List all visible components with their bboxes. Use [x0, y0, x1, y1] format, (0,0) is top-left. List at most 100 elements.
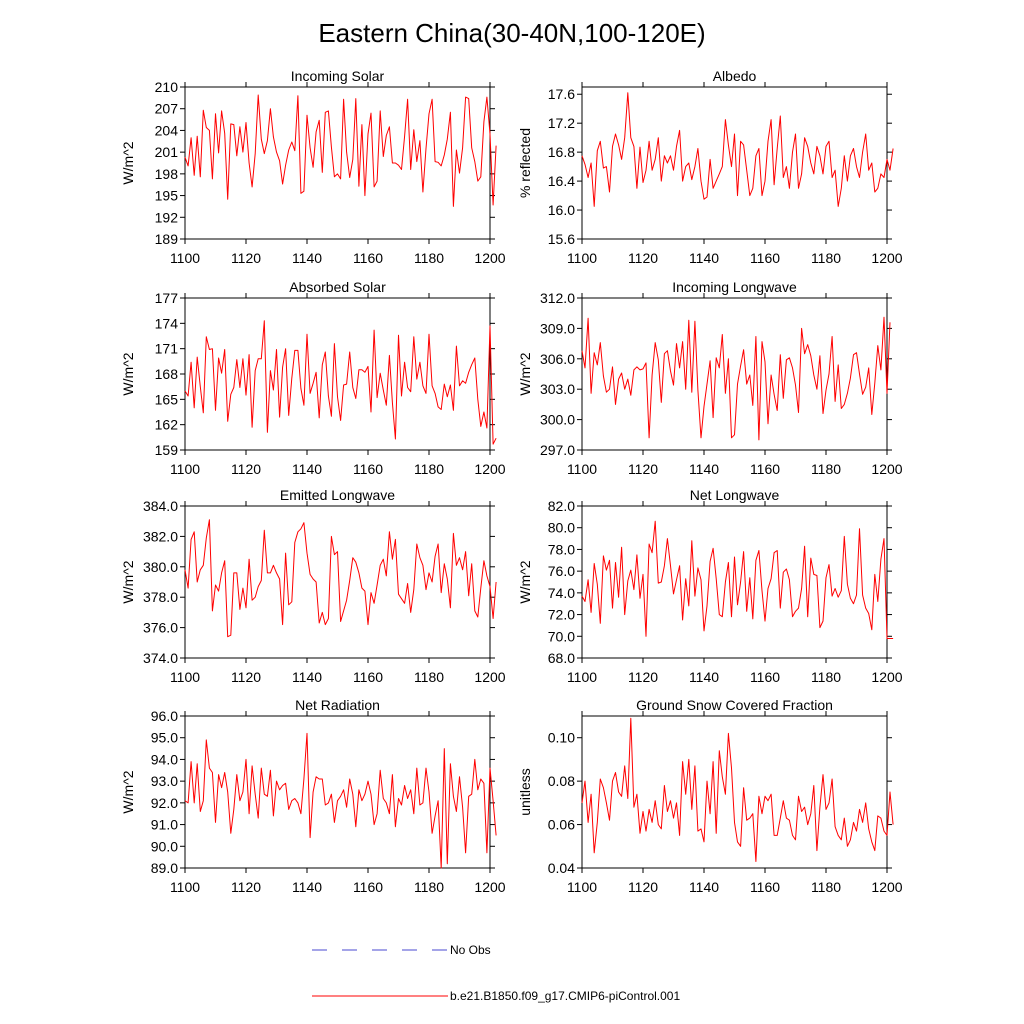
y-tick-label: 306.0 — [540, 351, 575, 367]
x-tick-label: 1100 — [567, 250, 597, 266]
x-tick-label: 1140 — [292, 879, 322, 895]
x-tick-label: 1100 — [170, 461, 200, 477]
x-tick-label: 1200 — [871, 879, 902, 895]
panel-title: Emitted Longwave — [280, 487, 395, 503]
x-tick-label: 1120 — [231, 250, 261, 266]
y-tick-label: 78.0 — [548, 541, 575, 557]
figure-title: Eastern China(30-40N,100-120E) — [318, 18, 705, 48]
y-tick-label: 94.0 — [151, 751, 178, 767]
y-axis-label: W/m^2 — [120, 352, 136, 395]
panel-title: Net Radiation — [295, 697, 380, 713]
x-tick-label: 1100 — [567, 461, 597, 477]
x-tick-label: 1180 — [414, 250, 444, 266]
series-line — [581, 520, 894, 639]
y-axis-label: % reflected — [517, 128, 533, 198]
y-tick-label: 195 — [155, 188, 179, 204]
series-line — [581, 92, 894, 207]
x-tick-label: 1140 — [292, 669, 322, 685]
x-tick-label: 1120 — [628, 669, 658, 685]
y-tick-label: 378.0 — [143, 589, 178, 605]
x-tick-label: 1200 — [871, 669, 902, 685]
x-tick-label: 1140 — [689, 461, 719, 477]
x-tick-label: 1120 — [628, 461, 658, 477]
y-tick-label: 91.0 — [151, 817, 178, 833]
plot-frame — [581, 297, 888, 451]
x-tick-label: 1160 — [353, 669, 383, 685]
panel-title: Ground Snow Covered Fraction — [636, 697, 833, 713]
y-axis-label: W/m^2 — [517, 352, 533, 395]
y-tick-label: 95.0 — [151, 730, 178, 746]
x-tick-label: 1140 — [292, 461, 322, 477]
x-tick-label: 1160 — [353, 461, 383, 477]
series-line — [581, 717, 894, 862]
y-tick-label: 177 — [155, 290, 179, 306]
y-tick-label: 89.0 — [151, 860, 178, 876]
x-tick-label: 1160 — [750, 250, 780, 266]
y-tick-label: 312.0 — [540, 290, 575, 306]
y-axis-label: W/m^2 — [120, 560, 136, 603]
panel-net-longwave: Net Longwave 1100 1120 1140 1160 1180 1200 68.0… — [517, 487, 903, 685]
x-tick-label: 1160 — [353, 250, 383, 266]
y-tick-label: 171 — [155, 341, 179, 357]
y-tick-label: 16.8 — [548, 144, 575, 160]
y-tick-label: 210 — [155, 79, 179, 95]
y-tick-label: 382.0 — [143, 528, 178, 544]
y-tick-label: 204 — [155, 122, 179, 138]
y-tick-label: 17.6 — [548, 86, 575, 102]
plot-frame — [581, 86, 888, 240]
y-tick-label: 90.0 — [151, 838, 178, 854]
x-tick-label: 1100 — [170, 250, 200, 266]
x-tick-label: 1200 — [474, 461, 505, 477]
y-tick-label: 72.0 — [548, 607, 575, 623]
y-tick-label: 162 — [155, 417, 179, 433]
x-tick-label: 1100 — [567, 879, 597, 895]
y-tick-label: 0.10 — [548, 730, 575, 746]
y-tick-label: 82.0 — [548, 498, 575, 514]
y-tick-label: 96.0 — [151, 708, 178, 724]
plot-frame — [184, 86, 491, 240]
y-tick-label: 198 — [155, 166, 179, 182]
panel-albedo: Albedo 1100 1120 1140 1160 1180 1200 15.6 16.0 16… — [517, 68, 903, 266]
y-tick-label: 0.04 — [548, 860, 575, 876]
panel-net-radiation: Net Radiation 1100 1120 1140 1160 1180 1200 89.… — [120, 697, 506, 895]
plot-frame — [581, 715, 888, 869]
y-tick-label: 159 — [155, 442, 179, 458]
plot-frame — [581, 505, 888, 659]
y-tick-label: 92.0 — [151, 795, 178, 811]
panel-title: Absorbed Solar — [289, 279, 386, 295]
x-tick-label: 1200 — [871, 250, 902, 266]
x-tick-label: 1200 — [474, 250, 505, 266]
y-tick-label: 68.0 — [548, 650, 575, 666]
y-tick-label: 15.6 — [548, 231, 575, 247]
x-tick-label: 1100 — [170, 879, 200, 895]
y-tick-label: 80.0 — [548, 520, 575, 536]
panel-absorbed-solar: Absorbed Solar 1100 1120 1140 1160 1180 1200 15… — [120, 279, 506, 477]
x-tick-label: 1140 — [689, 250, 719, 266]
y-tick-label: 165 — [155, 391, 179, 407]
y-tick-label: 76.0 — [548, 563, 575, 579]
y-tick-label: 0.06 — [548, 817, 575, 833]
y-tick-label: 0.08 — [548, 773, 575, 789]
x-tick-label: 1120 — [231, 669, 261, 685]
panel-incoming-solar: Incoming Solar 1100 1120 1140 1160 1180 1200 18… — [120, 68, 506, 266]
x-tick-label: 1180 — [414, 461, 444, 477]
y-axis-label: unitless — [517, 768, 533, 815]
y-tick-label: 300.0 — [540, 412, 575, 428]
x-tick-label: 1180 — [414, 669, 444, 685]
y-tick-label: 309.0 — [540, 320, 575, 336]
legend: No Obs b.e21.B1850.f09_g17.CMIP6-piContr… — [312, 943, 680, 1003]
x-tick-label: 1200 — [474, 669, 505, 685]
x-tick-label: 1200 — [871, 461, 902, 477]
x-tick-label: 1120 — [231, 879, 261, 895]
x-tick-label: 1100 — [567, 669, 597, 685]
y-tick-label: 70.0 — [548, 628, 575, 644]
panel-title: Incoming Solar — [291, 68, 385, 84]
series-line — [184, 732, 497, 869]
x-tick-label: 1180 — [811, 879, 841, 895]
panel-title: Incoming Longwave — [672, 279, 797, 295]
y-tick-label: 207 — [155, 101, 179, 117]
legend-label-no-obs: No Obs — [450, 943, 491, 957]
x-tick-label: 1180 — [811, 250, 841, 266]
y-tick-label: 16.4 — [548, 173, 575, 189]
